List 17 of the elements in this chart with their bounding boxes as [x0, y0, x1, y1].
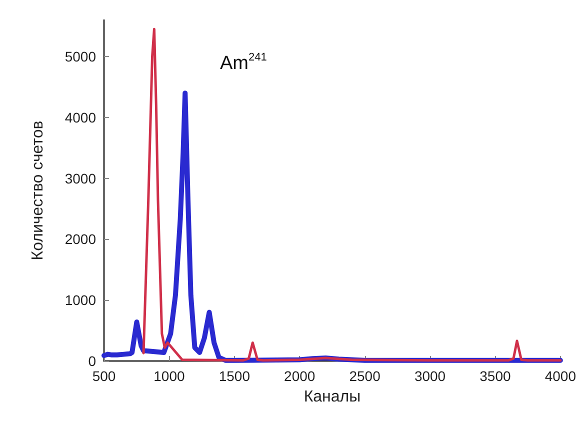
x-tick-label: 4000 [544, 368, 576, 384]
y-tick-label: 2000 [64, 231, 96, 248]
x-tick-label: 2500 [349, 368, 381, 384]
y-tick-label: 4000 [64, 109, 96, 126]
y-tick-label: 3000 [64, 170, 96, 186]
x-tick-label: 2000 [284, 368, 316, 384]
y-tick-label: 0 [88, 353, 96, 369]
y-tick-label: 5000 [64, 48, 96, 65]
x-tick-label: 3500 [480, 368, 512, 384]
x-tick-label: 3000 [414, 368, 446, 384]
line-series [142, 28, 562, 362]
y-axis-title: Количество счетов [30, 120, 46, 260]
y-tick-label: 1000 [64, 292, 96, 308]
x-tick-label: 1500 [218, 368, 250, 384]
x-tick-label: 1000 [154, 368, 185, 384]
x-tick-label: 500 [92, 368, 116, 384]
x-axis-title: Каналы [304, 388, 361, 406]
